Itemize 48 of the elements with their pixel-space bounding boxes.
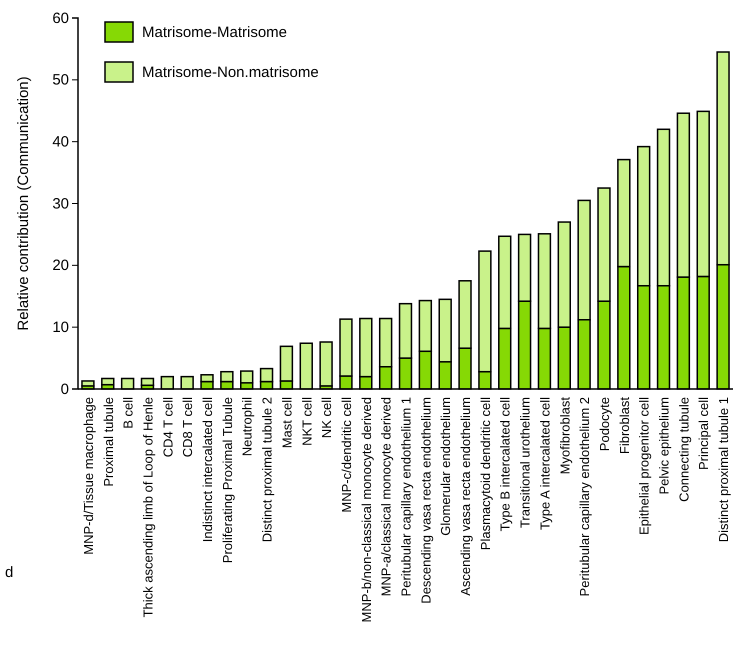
bar (319, 341, 333, 387)
x-tick-label: Podocyte (596, 397, 612, 452)
x-tick-label: Distinct proximal tubule 2 (260, 397, 275, 542)
x-tick-label: Proliferating Proximal Tubule (220, 397, 235, 564)
x-tick-label: Principal cell (696, 396, 712, 470)
x-tick-label: Type B intercalated cell (498, 396, 513, 532)
x-tick-label: Indistinct intercalated cell (200, 396, 216, 542)
y-tick-label: 60 (52, 10, 69, 27)
x-tick-label: Distinct proximal tubule 1 (716, 397, 732, 542)
y-tick-label: 20 (52, 257, 69, 274)
legend-label: Matrisome-Non.matrisome (142, 64, 319, 81)
bar (101, 378, 114, 386)
x-tick-label: Fibroblast (616, 396, 632, 454)
x-tick-label: MNP-b/non-classical monocyte derived (358, 397, 374, 622)
x-tick-label: Peritubular capillary endothelium 2 (577, 397, 592, 596)
x-tick-label: Thick ascending limb of Loop of Henle (140, 397, 156, 618)
x-tick-label: Neutrophil (240, 396, 255, 456)
y-tick-label: 10 (52, 318, 69, 336)
x-tick-label: CD4 T cell (160, 396, 176, 458)
legend-label: Matrisome-Matrisome (142, 24, 288, 41)
bar (140, 378, 154, 386)
text: d (5, 564, 14, 581)
x-tick-label: Mast cell (279, 396, 294, 448)
x-tick-label: Ascending vasa recta endothelium (458, 397, 474, 596)
x-tick-label: MNP-c/dendritic cell (338, 396, 354, 513)
x-tick-label: B cell (120, 396, 136, 429)
x-tick-label: Transitional urothelium (518, 397, 533, 528)
x-tick-label: MNP-a/classical monocyte derived (378, 397, 394, 596)
bar (81, 380, 95, 387)
x-tick-label: Type A intercalated cell (537, 396, 552, 530)
x-tick-label: Myofibroblast (557, 396, 572, 474)
x-tick-label: CD8 T cell (180, 396, 196, 458)
y-tick-label: 40 (52, 133, 69, 150)
x-tick-label: Descending vasa recta endothelium (418, 397, 434, 604)
x-tick-label: MNP-d/Tissue macrophage (80, 397, 96, 555)
y-tick-label: 50 (52, 72, 69, 89)
x-tick-label: Glomerular endothelium (438, 397, 454, 536)
x-tick-label: Pelvic epithelium (656, 397, 672, 495)
x-tick-label: Epithelial progenitor cell (636, 396, 652, 536)
x-tick-label: Peritubular capillary endothelium 1 (398, 397, 414, 596)
x-tick-label: Proximal tubule (100, 397, 116, 487)
x-tick-label: NKT cell (299, 396, 314, 446)
x-tick-label: Connecting tubule (676, 397, 692, 502)
x-tick-label: Plasmacytoid dendritic cell (478, 396, 493, 550)
y-axis-title: Relative contribution (Communication) (15, 76, 32, 331)
x-tick-label: NK cell (319, 396, 334, 438)
y-tick-label: 0 (60, 380, 69, 398)
y-tick-label: 30 (52, 195, 69, 212)
